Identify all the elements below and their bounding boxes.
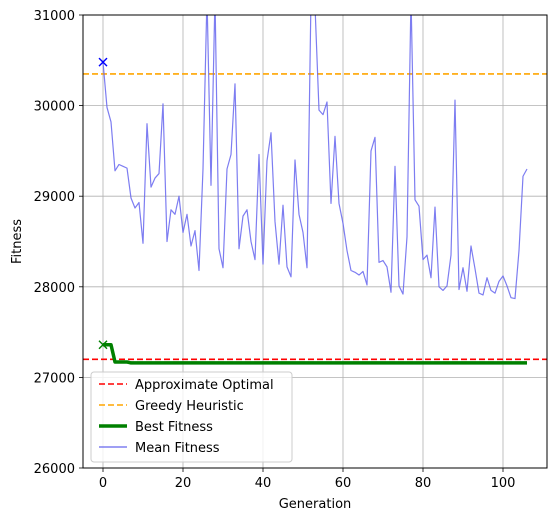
- y-tick-label-4: 30000: [34, 100, 75, 115]
- legend-label-1: Greedy Heuristic: [135, 399, 244, 414]
- x-tick-label-4: 80: [415, 476, 432, 491]
- x-axis-ticks: 0 20 40 60 80 100: [99, 468, 516, 491]
- x-tick-label-5: 100: [491, 476, 516, 491]
- y-tick-label-5: 31000: [34, 9, 75, 24]
- y-tick-label-2: 28000: [34, 281, 75, 296]
- x-tick-label-3: 60: [335, 476, 352, 491]
- series-lines: [102, 15, 528, 365]
- mean-fitness-line: [102, 15, 528, 300]
- legend-label-0: Approximate Optimal: [135, 378, 274, 393]
- legend-item-1: Greedy Heuristic: [99, 399, 244, 414]
- legend-item-0: Approximate Optimal: [99, 378, 274, 393]
- start-marker-0: [98, 57, 108, 67]
- legend-label-3: Mean Fitness: [135, 441, 220, 456]
- plot-frame: [82, 14, 548, 469]
- legend-box: [90, 371, 293, 463]
- y-axis-label: Fitness: [10, 219, 25, 264]
- x-tick-label-0: 0: [99, 476, 107, 491]
- y-tick-label-0: 26000: [34, 462, 75, 477]
- legend-item-2: Best Fitness: [99, 420, 213, 435]
- x-tick-label-1: 20: [175, 476, 192, 491]
- legend: Approximate Optimal Greedy Heuristic Best …: [90, 371, 293, 463]
- legend-item-3: Mean Fitness: [99, 441, 220, 456]
- x-axis-label: Generation: [279, 497, 352, 512]
- legend-label-2: Best Fitness: [135, 420, 213, 435]
- best-fitness-line: [103, 343, 527, 365]
- y-tick-label-1: 27000: [34, 371, 75, 386]
- reference-lines: [83, 73, 547, 361]
- y-axis-ticks: 26000 27000 28000 29000 30000 31000: [34, 9, 83, 477]
- y-tick-label-3: 29000: [34, 190, 75, 205]
- start-marker-1: [98, 340, 108, 350]
- x-tick-label-2: 40: [255, 476, 272, 491]
- start-markers: [98, 57, 108, 350]
